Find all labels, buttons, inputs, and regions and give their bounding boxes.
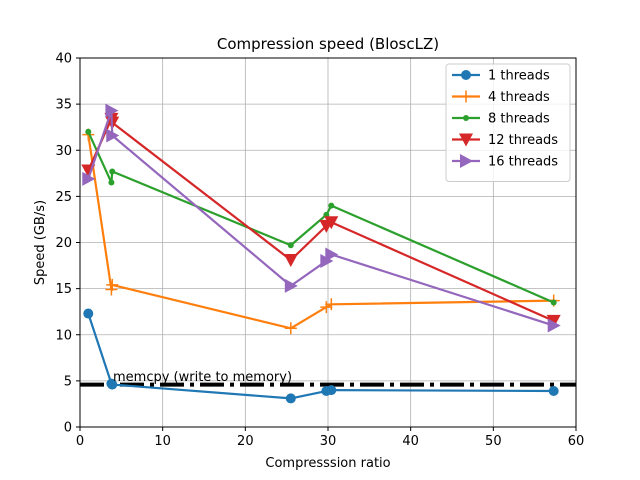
data-point xyxy=(326,385,337,396)
data-point xyxy=(320,301,333,314)
data-point xyxy=(283,254,298,268)
data-point xyxy=(85,128,92,135)
y-tick-label: 30 xyxy=(55,144,72,159)
data-point xyxy=(82,171,96,186)
x-tick-label: 40 xyxy=(402,434,419,449)
data-point xyxy=(284,278,298,293)
data-point xyxy=(106,128,120,143)
legend-label: 16 threads xyxy=(488,155,558,170)
data-point xyxy=(287,242,294,249)
chart-title: Compression speed (BloscLZ) xyxy=(217,35,439,53)
data-point xyxy=(550,299,557,306)
data-point xyxy=(108,179,115,186)
series-1-threads xyxy=(83,308,559,404)
series-16-threads xyxy=(82,103,561,333)
x-tick-label: 60 xyxy=(568,434,585,449)
y-tick-label: 35 xyxy=(55,98,72,113)
y-tick-label: 0 xyxy=(64,421,72,436)
data-point xyxy=(83,308,94,319)
y-tick-label: 25 xyxy=(55,190,72,205)
legend-swatch-marker xyxy=(460,90,472,103)
legend-label: 12 threads xyxy=(488,133,558,148)
data-point xyxy=(107,379,118,390)
x-axis-title: Compresssion ratio xyxy=(265,456,390,471)
y-tick-label: 10 xyxy=(55,328,72,343)
legend-label: 4 threads xyxy=(488,90,550,105)
y-tick-label: 20 xyxy=(55,236,72,251)
y-tick-label: 40 xyxy=(55,52,72,67)
y-axis-title: Speed (GB/s) xyxy=(33,200,48,285)
legend-swatch-marker xyxy=(463,115,469,121)
data-point xyxy=(106,278,119,291)
data-point xyxy=(320,253,334,268)
series-8-threads xyxy=(85,128,557,306)
y-tick-label: 15 xyxy=(55,282,72,297)
memcpy-annotation: memcpy (write to memory) xyxy=(113,370,292,385)
data-point xyxy=(105,103,119,118)
x-tick-label: 20 xyxy=(237,434,254,449)
data-point xyxy=(325,298,338,311)
x-tick-label: 0 xyxy=(76,434,84,449)
data-point xyxy=(548,386,559,397)
series-4-threads xyxy=(82,128,560,335)
legend-swatch-marker xyxy=(460,154,473,168)
legend-label: 1 threads xyxy=(488,69,550,84)
data-point xyxy=(284,322,297,335)
data-point xyxy=(547,318,561,333)
data-point xyxy=(285,393,296,404)
data-point xyxy=(328,202,335,209)
legend-swatch-marker xyxy=(461,70,471,80)
legend-swatch-marker xyxy=(459,133,473,147)
ticks: 0 10 20 30 40 50 60 0 5 10 15 20 25 30 35 40 xyxy=(55,52,584,450)
x-tick-label: 10 xyxy=(154,434,171,449)
data-point xyxy=(546,314,561,328)
legend-label: 8 threads xyxy=(488,112,550,127)
x-tick-label: 50 xyxy=(485,434,502,449)
series-group xyxy=(81,103,561,404)
legend-box xyxy=(445,63,571,182)
data-point xyxy=(324,216,339,230)
legend: 1 threads 4 threads 8 threads 12 threads 16 … xyxy=(445,63,571,182)
data-point xyxy=(325,247,339,262)
x-tick-label: 30 xyxy=(320,434,337,449)
data-point xyxy=(109,168,116,175)
y-tick-label: 5 xyxy=(64,374,72,389)
